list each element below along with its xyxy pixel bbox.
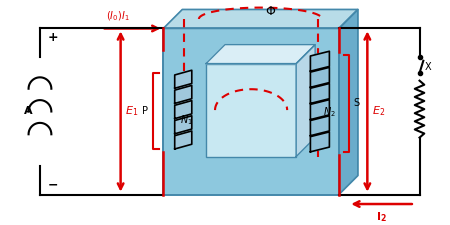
- Polygon shape: [175, 101, 192, 119]
- Polygon shape: [175, 70, 192, 88]
- Polygon shape: [310, 67, 329, 87]
- Polygon shape: [310, 116, 329, 136]
- Text: −: −: [48, 179, 58, 192]
- Polygon shape: [175, 86, 192, 104]
- Text: $(I_0)I_1$: $(I_0)I_1$: [106, 9, 130, 23]
- Polygon shape: [175, 116, 192, 134]
- Polygon shape: [310, 51, 329, 71]
- Text: $\mathbf{I_2}$: $\mathbf{I_2}$: [376, 211, 387, 225]
- Polygon shape: [310, 100, 329, 119]
- Bar: [163, 29, 339, 195]
- Text: $E_1$: $E_1$: [126, 105, 139, 118]
- Polygon shape: [310, 83, 329, 104]
- Text: P: P: [142, 106, 148, 116]
- Polygon shape: [206, 45, 315, 64]
- Bar: [163, 29, 339, 195]
- Text: +: +: [48, 31, 58, 44]
- Polygon shape: [339, 9, 358, 195]
- Text: $N_2$: $N_2$: [323, 105, 336, 119]
- Text: X: X: [424, 62, 431, 72]
- Text: A: A: [24, 106, 33, 117]
- Polygon shape: [296, 45, 315, 157]
- Polygon shape: [163, 9, 358, 29]
- Text: $E_2$: $E_2$: [372, 105, 385, 118]
- Text: $\Phi$: $\Phi$: [265, 5, 276, 18]
- Text: S: S: [354, 98, 360, 108]
- Polygon shape: [175, 131, 192, 149]
- Text: $N_1$: $N_1$: [180, 113, 193, 127]
- Polygon shape: [310, 132, 329, 152]
- Bar: [206, 64, 296, 157]
